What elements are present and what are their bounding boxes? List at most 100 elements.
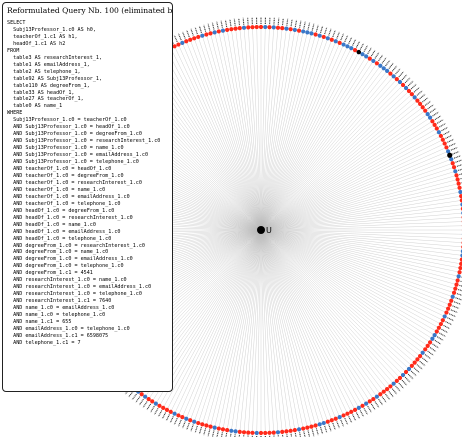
center-node[interactable]: U [257, 226, 272, 235]
graph-node[interactable] [263, 430, 268, 436]
graph-node[interactable] [329, 37, 334, 42]
highlighted-node[interactable] [447, 152, 453, 158]
graph-node[interactable] [438, 321, 443, 327]
graph-node[interactable] [459, 257, 462, 262]
graph-node[interactable] [337, 40, 342, 45]
graph-node[interactable] [246, 430, 251, 435]
graph-node[interactable] [456, 274, 461, 279]
graph-node[interactable] [440, 318, 445, 323]
graph-node[interactable] [450, 161, 455, 166]
graph-node[interactable] [430, 119, 435, 124]
graph-node[interactable] [164, 407, 170, 412]
graph-node[interactable] [337, 415, 342, 420]
graph-node[interactable] [233, 26, 238, 31]
graph-node[interactable] [444, 145, 449, 150]
graph-node[interactable] [329, 418, 334, 423]
graph-node[interactable] [360, 52, 365, 57]
graph-node[interactable] [397, 375, 403, 381]
graph-node[interactable] [449, 298, 454, 303]
graph-node[interactable] [139, 392, 144, 397]
graph-node[interactable] [212, 425, 217, 430]
graph-node[interactable] [220, 28, 226, 33]
graph-node[interactable] [367, 56, 372, 61]
graph-node[interactable] [176, 42, 181, 47]
graph-node[interactable] [305, 425, 310, 430]
graph-node[interactable] [444, 310, 449, 315]
graph-node[interactable] [454, 282, 459, 287]
graph-node[interactable] [216, 426, 221, 431]
graph-node[interactable] [427, 340, 433, 345]
graph-node[interactable] [237, 429, 242, 434]
graph-node[interactable] [436, 130, 441, 135]
graph-node[interactable] [196, 420, 201, 426]
graph-node[interactable] [161, 405, 166, 410]
graph-node[interactable] [229, 428, 234, 433]
graph-node[interactable] [225, 428, 230, 433]
graph-node[interactable] [420, 350, 425, 355]
graph-node[interactable] [442, 141, 447, 146]
graph-node[interactable] [436, 325, 441, 330]
graph-node[interactable] [333, 39, 338, 44]
graph-node[interactable] [459, 261, 462, 266]
graph-node[interactable] [384, 68, 390, 74]
graph-node[interactable] [455, 177, 460, 182]
graph-node[interactable] [196, 34, 201, 40]
graph-node[interactable] [184, 39, 189, 44]
graph-node[interactable] [212, 30, 217, 35]
center-node-dot[interactable] [257, 226, 265, 234]
graph-node[interactable] [172, 44, 177, 49]
graph-node[interactable] [458, 265, 462, 271]
graph-node[interactable] [425, 343, 430, 348]
graph-node[interactable] [237, 26, 242, 31]
graph-node[interactable] [453, 286, 458, 291]
graph-node[interactable] [459, 198, 462, 203]
graph-node[interactable] [459, 194, 462, 199]
graph-node[interactable] [409, 363, 414, 368]
graph-node[interactable] [333, 416, 338, 421]
graph-node[interactable] [258, 24, 264, 30]
graph-node[interactable] [415, 357, 420, 362]
graph-node[interactable] [440, 137, 445, 142]
graph-node[interactable] [184, 416, 189, 421]
graph-node[interactable] [341, 42, 346, 47]
graph-nodes[interactable] [55, 24, 462, 436]
graph-node[interactable] [403, 85, 409, 91]
graph-node[interactable] [425, 112, 430, 117]
graph-node[interactable] [412, 360, 417, 365]
graph-node[interactable] [301, 29, 306, 34]
graph-node[interactable] [371, 58, 376, 64]
graph-node[interactable] [447, 302, 452, 307]
graph-node[interactable] [391, 74, 396, 79]
graph-node[interactable] [296, 427, 302, 432]
graph-node[interactable] [356, 405, 361, 410]
graph-node[interactable] [364, 401, 369, 406]
graph-node[interactable] [349, 46, 354, 51]
graph-node[interactable] [200, 422, 205, 427]
graph-node[interactable] [417, 101, 423, 107]
graph-node[interactable] [400, 82, 406, 88]
graph-node[interactable] [254, 24, 259, 30]
graph-node[interactable] [305, 30, 310, 35]
graph-node[interactable] [321, 34, 326, 40]
graph-node[interactable] [388, 384, 393, 389]
graph-node[interactable] [200, 33, 205, 38]
graph-node[interactable] [176, 413, 181, 418]
graph-node[interactable] [275, 25, 281, 30]
graph-node[interactable] [430, 336, 435, 341]
graph-node[interactable] [417, 353, 423, 359]
graph-node[interactable] [446, 149, 451, 154]
graph-node[interactable] [438, 133, 443, 139]
highlighted-node[interactable] [356, 49, 361, 55]
graph-node[interactable] [208, 31, 213, 36]
graph-node[interactable] [423, 108, 428, 113]
graph-node[interactable] [275, 430, 281, 435]
graph-node[interactable] [381, 66, 386, 71]
graph-node[interactable] [271, 25, 276, 30]
graph-node[interactable] [317, 33, 322, 38]
graph-node[interactable] [341, 413, 346, 418]
graph-node[interactable] [192, 36, 197, 41]
graph-node[interactable] [208, 424, 213, 429]
graph-node[interactable] [321, 420, 326, 426]
graph-node[interactable] [415, 98, 420, 103]
graph-node[interactable] [345, 44, 350, 49]
